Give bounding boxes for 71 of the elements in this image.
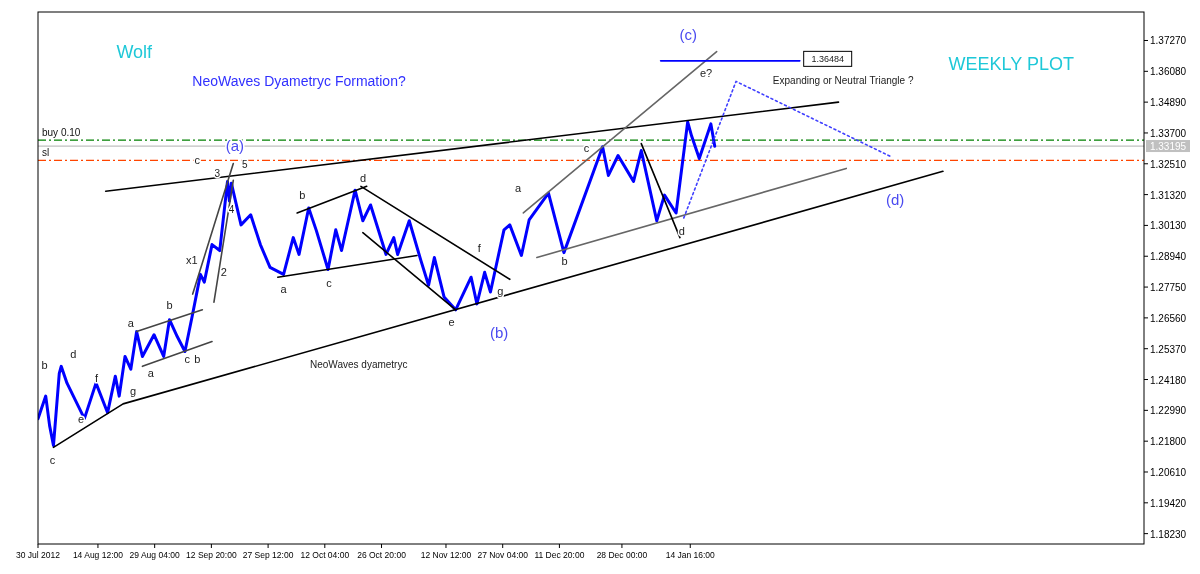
ref-line-label: 1.33195	[1149, 141, 1187, 153]
x-tick-label: 30 Jul 2012	[16, 550, 61, 560]
x-tick-label: 27 Sep 12:00	[242, 550, 294, 560]
annotation: x1	[185, 253, 198, 266]
annotation: f	[477, 242, 482, 255]
annotation: g	[497, 284, 504, 297]
annotation: (a)	[225, 136, 245, 154]
annotation: g	[130, 384, 137, 397]
annotation: WEEKLY PLOT	[948, 53, 1074, 74]
y-tick-label: 1.18230	[1150, 528, 1187, 540]
annotation: b	[194, 352, 201, 365]
annotation: (d)	[885, 190, 905, 208]
y-tick-label: 1.37270	[1150, 35, 1187, 47]
annotation: (c)	[679, 26, 698, 44]
y-tick-label: 1.20610	[1150, 467, 1187, 478]
x-tick-label: 29 Aug 04:00	[129, 550, 180, 560]
y-tick-label: 1.30130	[1150, 220, 1187, 232]
y-tick-label: 1.25370	[1150, 343, 1187, 355]
annotation: c	[583, 141, 590, 154]
annotation: a	[514, 182, 522, 195]
x-tick-label: 28 Dec 00:00	[596, 550, 648, 560]
annotation: b	[299, 188, 306, 201]
annotation: f	[95, 371, 100, 384]
annotation: c	[326, 276, 333, 289]
annotation: a	[127, 316, 135, 329]
annotation: c	[184, 352, 191, 365]
annotation: NeoWaves dyametryc	[310, 359, 408, 371]
y-tick-label: 1.22990	[1150, 405, 1187, 417]
x-tick-label: 12 Oct 04:00	[300, 550, 350, 560]
y-tick-label: 1.32510	[1150, 158, 1187, 170]
y-tick-label: 1.19420	[1150, 497, 1187, 509]
annotation: e	[78, 413, 85, 426]
x-tick-label: 26 Oct 20:00	[357, 550, 407, 560]
x-tick-label: 12 Nov 12:00	[420, 550, 472, 560]
annotation: e?	[699, 67, 713, 80]
annotation: c	[49, 453, 56, 466]
x-tick-label: 27 Nov 04:00	[477, 550, 529, 560]
annotation: Expanding or Neutral Triangle ?	[772, 74, 914, 86]
annotation: 1.36484	[811, 53, 844, 64]
annotation: b	[561, 254, 568, 267]
ref-line-label: buy 0.10	[42, 127, 81, 139]
annotation: Wolf	[116, 42, 154, 63]
annotation: d	[678, 225, 685, 238]
annotation: e	[448, 315, 455, 328]
y-tick-label: 1.31320	[1150, 189, 1187, 201]
y-tick-label: 1.33700	[1150, 127, 1187, 139]
annotation: b	[41, 358, 48, 371]
annotation: 4	[228, 203, 235, 215]
y-tick-label: 1.24180	[1150, 374, 1187, 386]
y-tick-label: 1.28940	[1150, 251, 1187, 263]
annotation: a	[280, 282, 288, 295]
y-tick-label: 1.36080	[1150, 66, 1187, 78]
annotation: 2	[220, 266, 227, 279]
annotation: 3	[214, 167, 221, 179]
annotation: c	[194, 154, 201, 167]
x-tick-label: 14 Jan 16:00	[665, 550, 716, 560]
y-tick-label: 1.34890	[1150, 97, 1187, 109]
y-tick-label: 1.27750	[1150, 282, 1187, 294]
y-tick-label: 1.21800	[1150, 436, 1187, 448]
annotation: (b)	[490, 324, 509, 342]
annotation: NeoWaves Dyametryc Formation?	[192, 72, 406, 89]
annotation: d	[70, 348, 77, 361]
x-tick-label: 11 Dec 20:00	[534, 550, 585, 560]
annotation: b	[166, 298, 173, 311]
annotation: a	[147, 366, 155, 379]
annotation: d	[360, 171, 367, 184]
ref-line-label: sl	[42, 147, 50, 159]
x-tick-label: 12 Sep 20:00	[186, 550, 237, 560]
annotation: 5	[242, 158, 249, 170]
x-tick-label: 14 Aug 12:00	[72, 550, 124, 560]
y-tick-label: 1.26560	[1150, 312, 1187, 324]
